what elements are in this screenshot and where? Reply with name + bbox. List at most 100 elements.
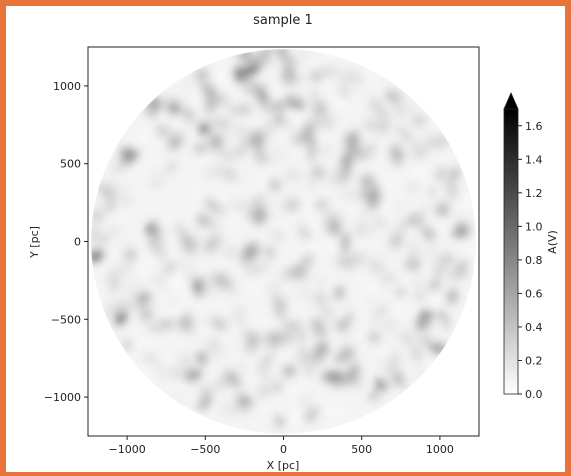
dust-blob (364, 282, 383, 295)
colorbar-tick-label: 1.4 (525, 153, 543, 166)
dust-blob (338, 329, 345, 353)
dust-blob (271, 193, 283, 213)
dust-blob (290, 73, 305, 85)
x-tick-label: 1000 (426, 443, 454, 456)
dust-blob (192, 387, 215, 394)
dust-blob (296, 157, 301, 162)
dust-blob (146, 221, 157, 234)
dust-blob (342, 311, 353, 328)
dust-blob (270, 186, 282, 206)
dust-blob (344, 109, 352, 120)
dust-blob (388, 353, 400, 360)
dust-blob (342, 117, 350, 127)
dust-blob (213, 200, 222, 208)
dust-blob (275, 371, 287, 382)
dust-blob (108, 228, 120, 234)
dust-blob (205, 332, 217, 337)
dust-blob (174, 312, 193, 328)
dust-blob (213, 146, 235, 162)
dust-blob (149, 334, 158, 343)
dust-blob (432, 264, 446, 273)
dust-blob (211, 73, 223, 89)
dust-blob (343, 188, 354, 201)
dust-blob (393, 197, 401, 205)
dust-blob (124, 238, 139, 249)
dust-blob (439, 201, 454, 222)
dust-blob (188, 234, 203, 241)
dust-blob (351, 136, 357, 142)
dust-blob (239, 395, 245, 411)
dust-blob (273, 383, 281, 391)
dust-blob (287, 411, 306, 426)
dust-blob (301, 181, 321, 198)
dust-blob (141, 361, 150, 378)
dust-blob (120, 245, 131, 259)
dust-blob (266, 120, 272, 135)
y-axis-ticks: −1000 −500 0 500 1000 (44, 80, 88, 404)
dust-blob (322, 209, 341, 226)
colorbar-tick-label: 1.0 (525, 220, 543, 233)
dust-blob (156, 354, 171, 362)
dust-blob (351, 69, 362, 87)
dust-blob (301, 220, 313, 231)
dust-blob (405, 257, 421, 271)
dust-blob (459, 222, 470, 240)
dust-blob (400, 366, 415, 379)
dust-blob (234, 286, 243, 295)
dust-blob (231, 68, 240, 78)
dust-blob (251, 262, 264, 279)
dust-blob (320, 283, 338, 298)
dust-blob (301, 394, 310, 406)
dust-blob (264, 425, 283, 430)
dust-blob (434, 268, 442, 284)
dust-blob (150, 279, 160, 293)
dust-blob (382, 224, 402, 240)
dust-blob (334, 286, 343, 299)
dust-blob (417, 179, 425, 186)
dust-blob (274, 181, 281, 194)
dust-blob (177, 224, 184, 232)
dust-blob (172, 370, 178, 376)
dust-blob (354, 250, 366, 267)
dust-blob (359, 173, 370, 186)
dust-blob (117, 182, 129, 192)
dust-blob (261, 355, 275, 367)
dust-blob (408, 243, 419, 256)
dust-blob (437, 213, 460, 225)
dust-blob (132, 130, 141, 144)
dust-blob (142, 160, 163, 177)
dust-blob (429, 282, 439, 292)
dust-blob (230, 337, 240, 349)
dust-blob (140, 352, 160, 365)
chart-title: sample 1 (253, 13, 313, 28)
dust-blob (221, 263, 229, 271)
colorbar-tick-label: 0.8 (525, 254, 543, 267)
dust-blob (164, 87, 182, 98)
dust-blob (292, 170, 302, 177)
dust-blob (169, 132, 183, 151)
colorbar-gradient (503, 108, 519, 395)
dust-blob (458, 199, 463, 209)
dust-blob (342, 336, 348, 356)
dust-blob (238, 362, 244, 373)
dust-blob (191, 333, 196, 339)
dust-blob (295, 279, 309, 293)
dust-blob (309, 399, 322, 409)
dust-blob (128, 323, 133, 327)
x-tick-label: −500 (190, 443, 220, 456)
dust-blob (450, 168, 459, 178)
dust-blob (286, 268, 308, 279)
dust-blob (311, 95, 318, 106)
dust-blob (102, 258, 111, 272)
colorbar-tick-label: 1.2 (525, 187, 543, 200)
dust-blob (254, 156, 276, 162)
dust-blob (412, 239, 420, 247)
dust-blob (195, 145, 205, 151)
dust-blob (392, 83, 403, 92)
dust-blob (197, 393, 212, 410)
dust-blob (420, 336, 433, 346)
dust-blob (240, 165, 254, 183)
dust-blob (429, 188, 436, 196)
dust-blob (103, 178, 114, 186)
